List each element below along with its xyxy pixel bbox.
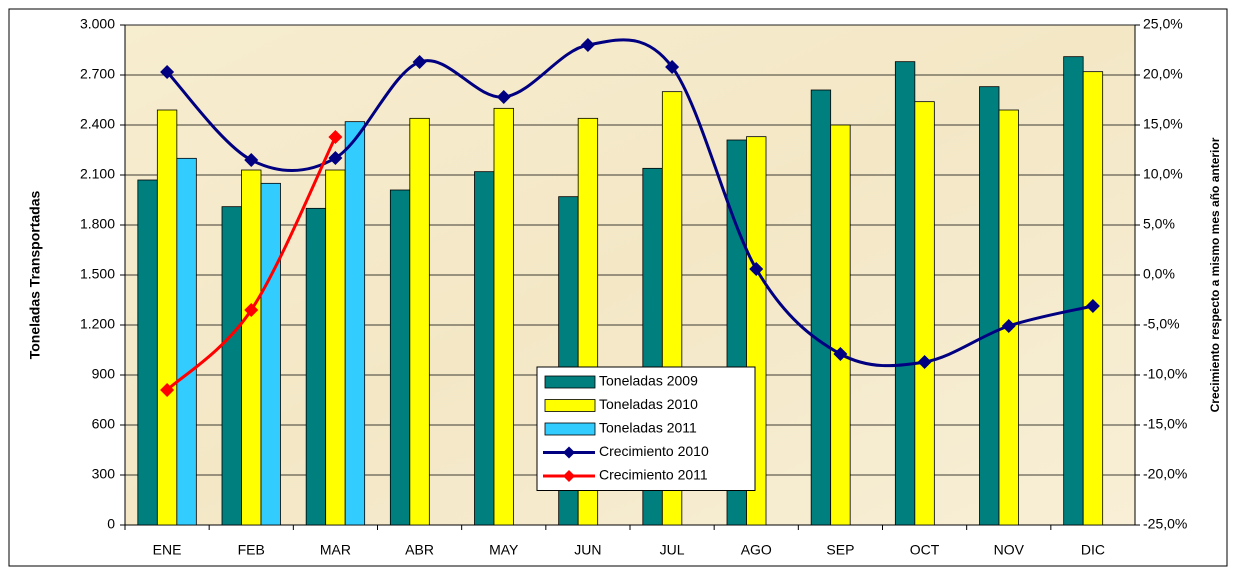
y-tick-label: 3.000 bbox=[80, 16, 115, 32]
legend-swatch bbox=[544, 422, 596, 436]
line-marker bbox=[244, 303, 259, 317]
x-tick-label: OCT bbox=[910, 542, 940, 558]
bar bbox=[830, 124, 851, 526]
x-tick-label: JUN bbox=[574, 542, 601, 558]
y2-tick-label: -10,0% bbox=[1143, 366, 1187, 382]
y-tick-label: 300 bbox=[92, 466, 116, 482]
y2-tick-label: -20,0% bbox=[1143, 466, 1187, 482]
legend-marker bbox=[563, 470, 575, 482]
line-marker bbox=[749, 262, 764, 276]
y2-axis-title: Crecimiento respecto a mismo mes año ant… bbox=[1208, 137, 1222, 412]
x-tick-label: MAR bbox=[320, 542, 351, 558]
x-tick-label: ENE bbox=[153, 542, 182, 558]
bar bbox=[260, 182, 281, 526]
x-tick-label: FEB bbox=[238, 542, 265, 558]
bar bbox=[1082, 71, 1104, 526]
legend-marker bbox=[563, 446, 575, 459]
line-marker bbox=[160, 383, 175, 397]
legend-label: Crecimiento 2011 bbox=[599, 467, 708, 483]
y-tick-label: 2.400 bbox=[80, 116, 115, 132]
y2-tick-label: 25,0% bbox=[1143, 16, 1183, 32]
bar bbox=[156, 109, 178, 526]
y2-tick-label: 15,0% bbox=[1143, 116, 1183, 132]
y-tick-label: 2.700 bbox=[80, 66, 115, 82]
line-marker bbox=[665, 60, 680, 74]
legend-label: Toneladas 2011 bbox=[599, 420, 697, 436]
line-marker bbox=[1085, 299, 1100, 313]
y-tick-label: 2.100 bbox=[80, 166, 115, 182]
y-tick-label: 1.200 bbox=[80, 316, 115, 332]
bar bbox=[176, 157, 197, 526]
legend-label: Toneladas 2009 bbox=[599, 373, 698, 389]
y-axis-title: Toneladas Transportadas bbox=[27, 191, 43, 360]
bar bbox=[137, 179, 158, 526]
line-marker bbox=[833, 347, 848, 361]
bar bbox=[894, 61, 916, 526]
y2-tick-label: -15,0% bbox=[1143, 416, 1187, 432]
y-tick-label: 900 bbox=[92, 366, 116, 382]
bar bbox=[305, 207, 327, 526]
y-tick-label: 600 bbox=[92, 416, 116, 432]
y2-tick-label: -25,0% bbox=[1143, 516, 1187, 532]
bar bbox=[493, 107, 514, 526]
x-tick-label: NOV bbox=[994, 542, 1025, 558]
bar bbox=[409, 117, 430, 526]
x-tick-label: SEP bbox=[826, 542, 854, 558]
line bbox=[166, 136, 337, 392]
x-tick-label: ABR bbox=[405, 542, 434, 558]
line-marker bbox=[244, 153, 259, 167]
bar bbox=[389, 189, 411, 526]
bar bbox=[344, 121, 366, 526]
y-tick-label: 0 bbox=[107, 516, 115, 532]
bar bbox=[998, 109, 1019, 526]
bar bbox=[474, 171, 495, 526]
legend-swatch bbox=[544, 399, 596, 412]
y2-tick-label: 0,0% bbox=[1143, 266, 1175, 282]
y2-tick-label: 20,0% bbox=[1143, 66, 1183, 82]
line-marker bbox=[412, 55, 427, 69]
y-tick-label: 1.800 bbox=[80, 216, 115, 232]
x-tick-label: MAY bbox=[489, 542, 519, 558]
line-marker bbox=[580, 38, 595, 52]
y2-tick-label: -5,0% bbox=[1143, 316, 1180, 332]
bar bbox=[914, 101, 935, 526]
x-tick-label: AGO bbox=[741, 542, 772, 558]
line-marker bbox=[328, 130, 343, 144]
x-tick-label: DIC bbox=[1081, 542, 1105, 558]
line-marker bbox=[328, 151, 343, 165]
y-tick-label: 1.500 bbox=[80, 266, 115, 282]
bar bbox=[979, 86, 1000, 526]
line-marker bbox=[160, 65, 175, 79]
legend-label: Toneladas 2010 bbox=[599, 396, 698, 412]
bar bbox=[810, 89, 832, 526]
line-marker bbox=[496, 90, 511, 104]
bar bbox=[241, 169, 262, 526]
bar bbox=[325, 169, 346, 526]
legend-swatch bbox=[544, 375, 596, 389]
bar bbox=[221, 206, 242, 526]
y2-tick-label: 5,0% bbox=[1143, 216, 1175, 232]
x-tick-label: JUL bbox=[660, 542, 685, 558]
legend-label: Crecimiento 2010 bbox=[599, 443, 709, 459]
line-marker bbox=[1001, 319, 1016, 333]
bar bbox=[1063, 56, 1084, 526]
line-marker bbox=[917, 355, 932, 369]
y2-tick-label: 10,0% bbox=[1143, 166, 1183, 182]
